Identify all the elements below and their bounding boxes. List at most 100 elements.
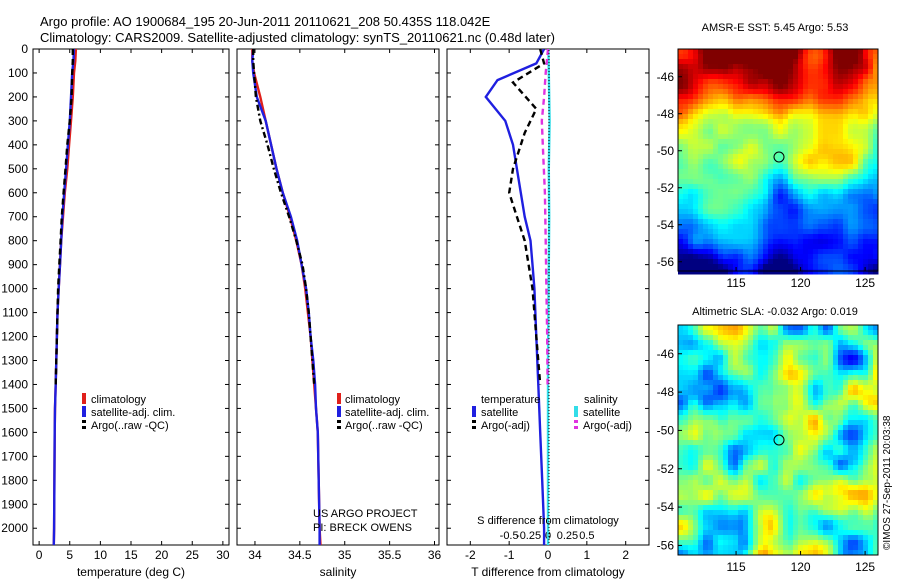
map-cell (858, 510, 864, 516)
map-cell (803, 139, 809, 145)
map-cell (803, 325, 809, 331)
map-cell (698, 99, 704, 105)
map-cell (818, 485, 824, 491)
map-cell (853, 94, 859, 100)
map-cell (743, 179, 749, 185)
map-cell (683, 199, 689, 205)
map-cell (853, 500, 859, 506)
map-cell (863, 465, 869, 471)
map-cell (708, 455, 714, 461)
map-cell (718, 540, 724, 546)
map-cell (838, 134, 844, 140)
map-cell (833, 495, 839, 501)
map-cell (683, 425, 689, 431)
map-cell (838, 249, 844, 255)
map-cell (858, 119, 864, 125)
map-cell (788, 480, 794, 486)
s-difference-label: S difference from climatology (477, 515, 619, 527)
map-cell (763, 244, 769, 250)
map-cell (798, 325, 804, 331)
map-cell (693, 435, 699, 441)
map-cell (813, 420, 819, 426)
map-cell (853, 154, 859, 160)
map-cell (788, 425, 794, 431)
map-cell (788, 475, 794, 481)
map-cell (818, 520, 824, 526)
map-cell (813, 139, 819, 145)
map-cell (773, 520, 779, 526)
map-cell (748, 375, 754, 381)
map-cell (733, 174, 739, 180)
map-cell (703, 365, 709, 371)
map-cell (683, 520, 689, 526)
map-cell (738, 209, 744, 215)
map-cell (808, 515, 814, 521)
depth-tick-label: 1700 (1, 449, 28, 463)
map-cell (768, 219, 774, 225)
map-cell (823, 415, 829, 421)
map-cell (678, 510, 684, 516)
map-cell (733, 144, 739, 150)
map-cell (813, 415, 819, 421)
map-cell (853, 550, 859, 556)
map-cell (873, 229, 879, 235)
map-cell (798, 194, 804, 200)
map-cell (718, 535, 724, 541)
map-cell (858, 505, 864, 511)
map-cell (713, 375, 719, 381)
map-cell (808, 475, 814, 481)
map-cell (788, 264, 794, 270)
map-cell (853, 144, 859, 150)
map-cell (798, 119, 804, 125)
map-cell (823, 520, 829, 526)
map-cell (828, 219, 834, 225)
map-cell (793, 114, 799, 120)
map-cell (693, 109, 699, 115)
map-cell (808, 460, 814, 466)
map-cell (678, 420, 684, 426)
map-cell (733, 74, 739, 80)
map-cell (818, 475, 824, 481)
map-cell (728, 234, 734, 240)
map-cell (678, 460, 684, 466)
map-cell (823, 74, 829, 80)
map-cell (813, 184, 819, 190)
map-cell (873, 139, 879, 145)
map-cell (738, 269, 744, 275)
map-cell (848, 89, 854, 95)
map-cell (793, 435, 799, 441)
map-cell (743, 259, 749, 265)
map-cell (678, 430, 684, 436)
map-cell (688, 510, 694, 516)
map-cell (803, 84, 809, 90)
map-cell (778, 370, 784, 376)
map-cell (808, 495, 814, 501)
map-cell (753, 490, 759, 496)
map-cell (758, 129, 764, 135)
map-cell (858, 269, 864, 275)
map-cell (763, 259, 769, 265)
s-tick-label: -0.5 (500, 530, 519, 542)
map-cell (828, 54, 834, 60)
map-cell (778, 530, 784, 536)
map-cell (688, 425, 694, 431)
map-cell (728, 89, 734, 95)
map-cell (863, 214, 869, 220)
map-cell (858, 239, 864, 245)
map-cell (748, 109, 754, 115)
map-cell (828, 480, 834, 486)
map-cell (728, 174, 734, 180)
s-tick-label: 0.25 (557, 530, 578, 542)
map-cell (803, 69, 809, 75)
map-cell (728, 69, 734, 75)
map-cell (713, 209, 719, 215)
map-cell (833, 144, 839, 150)
map-cell (738, 224, 744, 230)
map-cell (833, 430, 839, 436)
map-cell (753, 525, 759, 531)
map-cell (828, 184, 834, 190)
map-cell (723, 505, 729, 511)
map-cell (723, 189, 729, 195)
map-cell (748, 450, 754, 456)
map-cell (833, 395, 839, 401)
